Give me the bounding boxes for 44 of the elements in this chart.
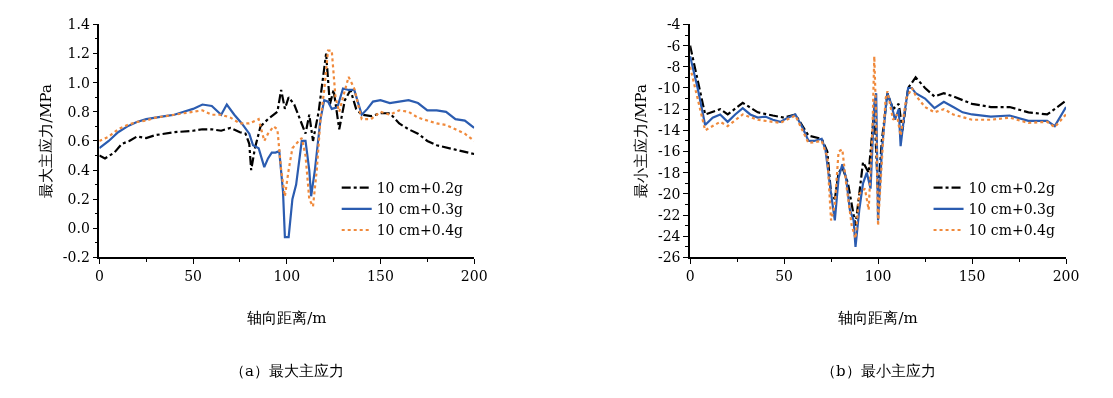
x-tick-label: 200	[460, 268, 488, 284]
x-tick-label: 200	[1052, 268, 1080, 284]
x-axis-title: 轴向距离/m	[838, 309, 918, 328]
line-series	[99, 87, 475, 239]
legend-label: 10 cm+0.3g	[376, 201, 464, 218]
y-tick-label: -14	[658, 122, 681, 139]
y-tick-label: 1.4	[67, 16, 90, 33]
y-tick-label: -26	[658, 249, 681, 266]
y-axis-title: 最大主应力/MPa	[36, 84, 55, 198]
y-tick-label: 0.2	[67, 191, 90, 208]
text: （a）最大主应力	[230, 362, 344, 380]
x-tick-label: 0	[685, 268, 695, 284]
y-tick-label: -10	[658, 79, 681, 96]
x-tick-label: 50	[775, 268, 793, 284]
x-tick-label: 150	[367, 268, 394, 284]
y-axis-title: 最小主应力/MPa	[631, 84, 650, 198]
legend-label: 10 cm+0.4g	[376, 222, 464, 239]
y-tick-label: 0.0	[67, 220, 90, 237]
y-tick-label: -18	[658, 164, 681, 181]
legend-label: 10 cm+0.3g	[968, 201, 1055, 218]
x-tick-label: 150	[958, 268, 986, 284]
x-tick-label: 50	[184, 268, 202, 284]
legend-label: 10 cm+0.4g	[968, 222, 1055, 239]
y-tick-label: -22	[658, 206, 681, 223]
x-tick-label: 100	[273, 268, 301, 284]
legend-label: 10 cm+0.2g	[968, 180, 1055, 197]
x-tick-label: 0	[94, 268, 104, 284]
x-axis-title: 轴向距离/m	[247, 309, 327, 328]
y-tick-label: -0.2	[62, 249, 90, 266]
y-tick-label: -16	[658, 143, 681, 160]
legend-label: 10 cm+0.2g	[376, 180, 464, 197]
x-tick-label: 100	[864, 268, 892, 284]
y-tick-label: -6	[666, 37, 681, 54]
y-tick-label: 0.8	[67, 103, 90, 120]
text: （b）最小主应力	[821, 362, 936, 380]
y-tick-label: -20	[658, 185, 681, 202]
y-tick-label: -24	[658, 228, 681, 245]
y-tick-label: -4	[666, 16, 681, 33]
y-tick-label: -12	[658, 101, 681, 118]
y-tick-label: 1.2	[67, 45, 90, 62]
y-tick-label: 0.4	[67, 161, 90, 178]
y-tick-label: 0.6	[67, 132, 90, 149]
y-tick-label: 1.0	[67, 74, 90, 91]
y-tick-label: -8	[666, 58, 681, 75]
